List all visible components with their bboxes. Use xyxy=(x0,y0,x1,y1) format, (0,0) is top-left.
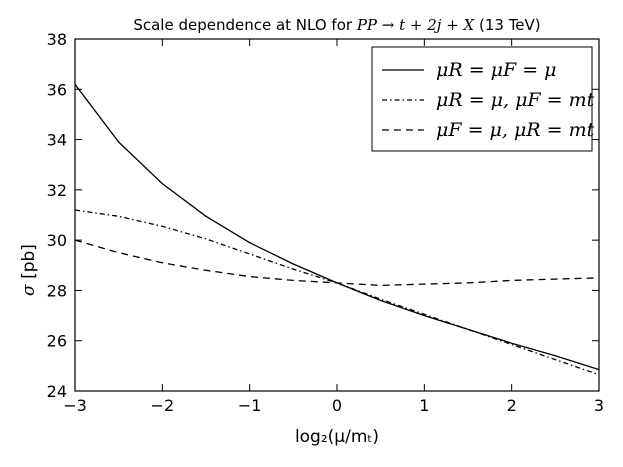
x-tick-label: −1 xyxy=(238,396,262,415)
chart-title: Scale dependence at NLO for PP → t + 2j … xyxy=(133,16,540,34)
y-tick-label: 30 xyxy=(47,231,67,250)
y-tick-label: 32 xyxy=(47,181,67,200)
series-line-2 xyxy=(74,209,600,376)
y-tick-label: 24 xyxy=(47,382,67,401)
x-axis-label: log₂(μ/mₜ) xyxy=(295,427,379,447)
x-tick-label: 3 xyxy=(594,396,604,415)
y-tick-label: 28 xyxy=(47,281,67,300)
y-axis-label: σ [pb] xyxy=(19,244,39,296)
y-tick-label: 38 xyxy=(47,30,67,49)
legend-label-1: μR = μF = μ xyxy=(436,59,557,81)
x-tick-label: −2 xyxy=(151,396,175,415)
legend-label-3: μF = μ, μR = mt xyxy=(436,119,595,141)
series-line-3 xyxy=(74,239,600,287)
legend-label-2: μR = μ, μF = mt xyxy=(436,89,595,111)
legend: μR = μF = μ μR = μ, μF = mt μF = μ, μR = m… xyxy=(371,46,595,152)
y-tick-label: 34 xyxy=(47,131,67,150)
x-tick-label: 2 xyxy=(507,396,517,415)
legend-box xyxy=(371,46,593,152)
x-tick-label: 0 xyxy=(332,396,342,415)
x-tick-label: 1 xyxy=(419,396,429,415)
y-tick-label: 26 xyxy=(47,332,67,351)
plot-area: −3 −2 −1 0 1 2 3 24 26 28 30 32 34 36 38 xyxy=(47,30,604,415)
x-tick-label: −3 xyxy=(63,396,87,415)
y-tick-label: 36 xyxy=(47,80,67,99)
